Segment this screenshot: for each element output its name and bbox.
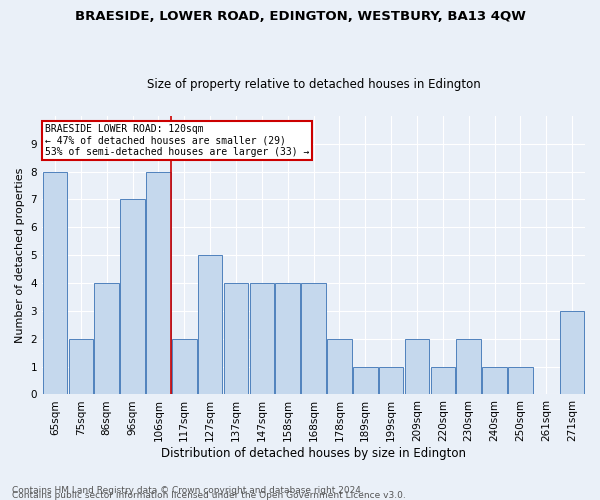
Bar <box>198 255 223 394</box>
Bar <box>275 283 300 395</box>
Bar <box>250 283 274 395</box>
Bar <box>457 338 481 394</box>
Text: BRAESIDE, LOWER ROAD, EDINGTON, WESTBURY, BA13 4QW: BRAESIDE, LOWER ROAD, EDINGTON, WESTBURY… <box>74 10 526 23</box>
Bar <box>68 338 93 394</box>
Bar <box>482 366 507 394</box>
Bar <box>379 366 403 394</box>
Y-axis label: Number of detached properties: Number of detached properties <box>15 168 25 343</box>
Text: Contains public sector information licensed under the Open Government Licence v3: Contains public sector information licen… <box>12 491 406 500</box>
Bar <box>224 283 248 395</box>
Bar <box>353 366 377 394</box>
Bar <box>94 283 119 395</box>
Bar <box>146 172 170 394</box>
Text: BRAESIDE LOWER ROAD: 120sqm
← 47% of detached houses are smaller (29)
53% of sem: BRAESIDE LOWER ROAD: 120sqm ← 47% of det… <box>44 124 309 158</box>
Title: Size of property relative to detached houses in Edington: Size of property relative to detached ho… <box>146 78 481 91</box>
Bar <box>404 338 429 394</box>
Bar <box>301 283 326 395</box>
Text: Contains HM Land Registry data © Crown copyright and database right 2024.: Contains HM Land Registry data © Crown c… <box>12 486 364 495</box>
Bar <box>431 366 455 394</box>
Bar <box>120 200 145 394</box>
Bar <box>327 338 352 394</box>
Bar <box>560 311 584 394</box>
Bar <box>508 366 533 394</box>
Bar <box>43 172 67 394</box>
X-axis label: Distribution of detached houses by size in Edington: Distribution of detached houses by size … <box>161 447 466 460</box>
Bar <box>172 338 197 394</box>
